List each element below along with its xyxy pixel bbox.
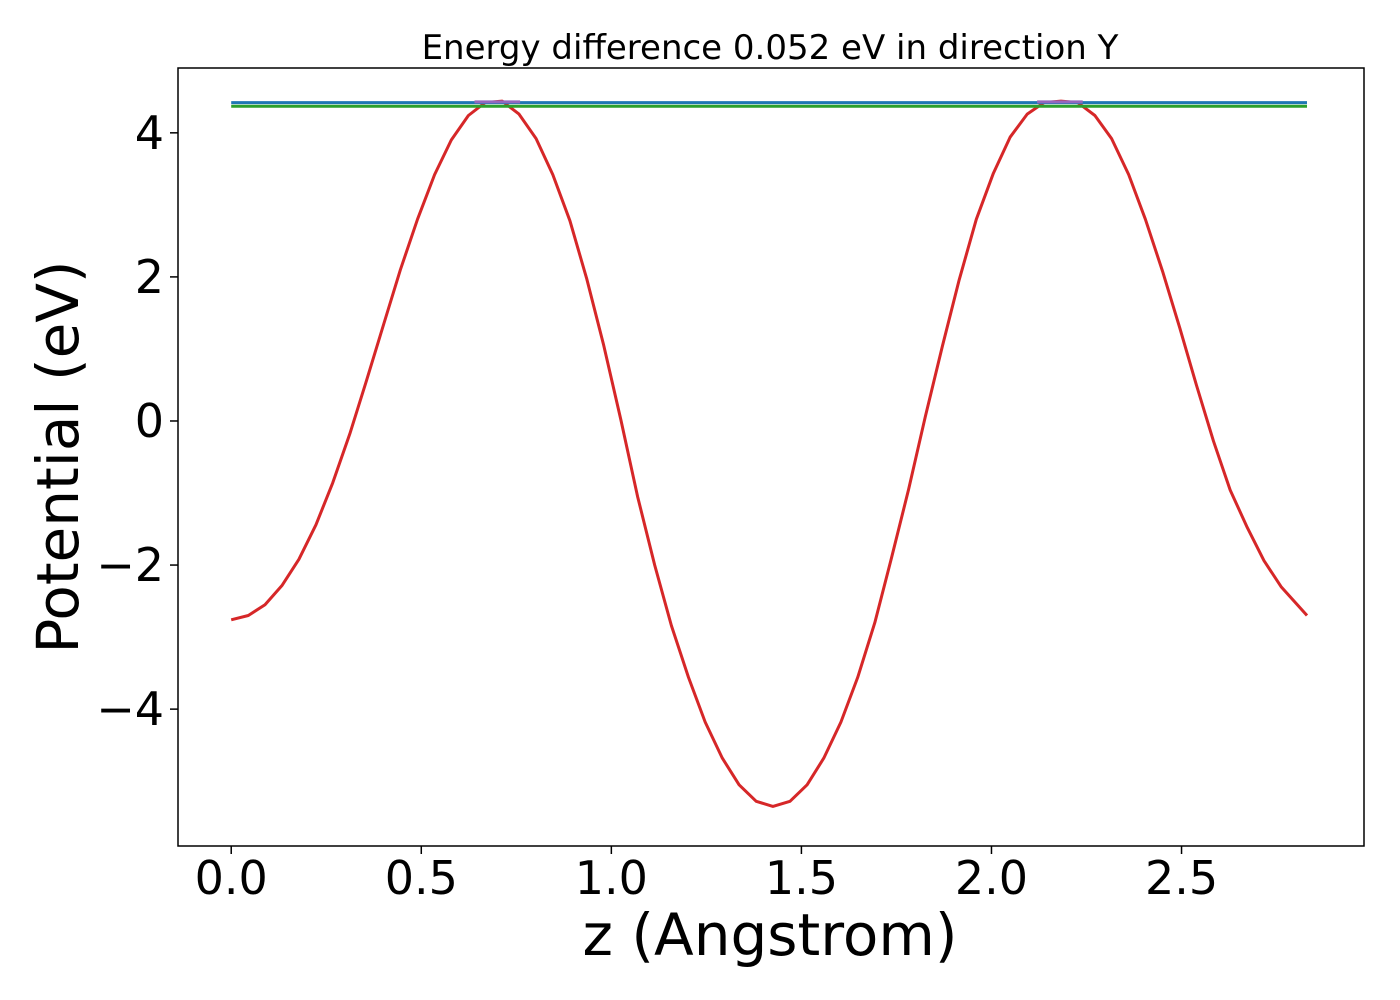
x-tick-label: 0.5 xyxy=(385,851,458,905)
y-tick-label: −2 xyxy=(96,538,164,592)
x-tick-label: 2.0 xyxy=(955,851,1028,905)
x-tick-label: 0.0 xyxy=(195,851,268,905)
y-axis: −4 −2 0 2 4 xyxy=(96,106,178,736)
y-tick-label: 2 xyxy=(135,250,164,304)
y-tick-label: 4 xyxy=(135,106,164,160)
x-axis: 0.0 0.5 1.0 1.5 2.0 2.5 xyxy=(195,846,1218,905)
series-line-0 xyxy=(230,99,1309,808)
x-tick-label: 1.0 xyxy=(575,851,648,905)
plot-area xyxy=(230,99,1309,808)
x-tick-label: 2.5 xyxy=(1145,851,1218,905)
x-axis-label: z (Angstrom) xyxy=(583,901,958,969)
chart-title: Energy difference 0.052 eV in direction … xyxy=(422,28,1119,68)
y-axis-label: Potential (eV) xyxy=(24,260,92,653)
y-tick-label: −4 xyxy=(96,682,164,736)
x-tick-label: 1.5 xyxy=(765,851,838,905)
plot-frame xyxy=(177,67,1365,847)
y-tick-label: 0 xyxy=(135,394,164,448)
